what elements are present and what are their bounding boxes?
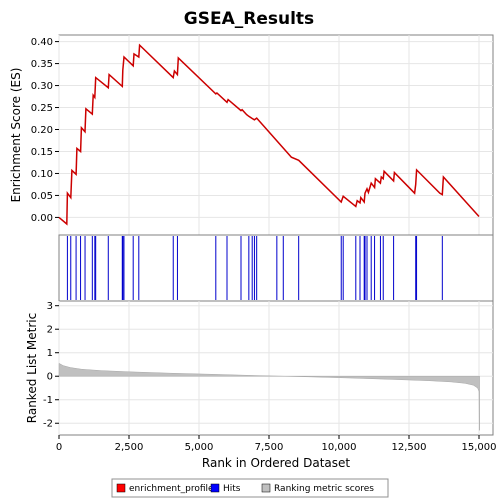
x-tick-label-0: 0: [56, 442, 62, 453]
enrichment-y-axis-label: Enrichment Score (ES): [9, 68, 23, 203]
x-tick-label-3: 7,500: [255, 442, 284, 453]
metric-y-tick-label-1: -1: [43, 395, 53, 406]
enrichment-y-ticks: 0.00 0.05 0.10 0.15 0.20 0.25 0.30 0.35 0.40: [31, 37, 59, 224]
legend-items: enrichment_profile Hits Ranking metric sco…: [116, 483, 374, 494]
metric-gridlines: [58, 301, 493, 435]
enrichment-y-tick-label-3: 0.15: [31, 147, 53, 158]
legend-swatch-2: [261, 483, 271, 493]
metric-y-tick-label-3: 1: [47, 348, 53, 359]
enrichment-y-tick-label-4: 0.20: [31, 125, 53, 136]
metric-y-axis-label: Ranked List Metric: [25, 313, 39, 423]
x-tick-label-1: 2,500: [115, 442, 144, 453]
metric-y-tick-label-4: 2: [47, 325, 53, 336]
ranking-metric-area: [58, 362, 480, 431]
metric-y-tick-label-0: -2: [43, 419, 53, 430]
enrichment-plot-area: [58, 34, 494, 236]
metric-y-ticks: -2 -1 0 1 2 3: [43, 301, 59, 430]
x-tick-label-4: 10,000: [322, 442, 357, 453]
x-tick-label-6: 15,000: [462, 442, 497, 453]
legend-label-0: enrichment_profile: [129, 484, 214, 494]
chart-title: GSEA_Results: [184, 9, 314, 29]
enrichment-y-tick-label-5: 0.25: [31, 103, 53, 114]
x-axis-ticks: 0 2,500 5,000 7,500 10,000 12,500 15,000: [56, 435, 497, 453]
legend-box: [111, 478, 389, 498]
enrichment-y-tick-label-7: 0.35: [31, 59, 53, 70]
metric-y-tick-label-5: 3: [47, 301, 53, 312]
enrichment-y-tick-label-2: 0.10: [31, 169, 53, 180]
enrichment-score-panel: 0.00 0.05 0.10 0.15 0.20 0.25 0.30 0.35 0.40 Enr…: [9, 34, 494, 236]
metric-plot-area: [58, 300, 494, 436]
legend-swatch-1: [210, 483, 220, 493]
legend-swatch-0: [116, 483, 126, 493]
enrichment-y-tick-label-0: 0.00: [31, 213, 53, 224]
hits-panel: [58, 234, 494, 302]
legend-label-1: Hits: [223, 484, 241, 494]
hit-markers: [66, 236, 443, 300]
x-axis-label: Rank in Ordered Dataset: [202, 456, 350, 470]
enrichment-y-tick-label-6: 0.30: [31, 81, 53, 92]
enrichment-profile-line: [58, 43, 480, 226]
metric-y-tick-label-2: 0: [47, 372, 53, 383]
enrichment-y-tick-label-8: 0.40: [31, 37, 53, 48]
legend: enrichment_profile Hits Ranking metric sco…: [111, 478, 389, 498]
enrichment-y-tick-label-1: 0.05: [31, 191, 53, 202]
x-tick-label-2: 5,000: [185, 442, 214, 453]
legend-label-2: Ranking metric scores: [274, 484, 374, 494]
x-tick-label-5: 12,500: [392, 442, 427, 453]
ranked-metric-panel: -2 -1 0 1 2 3 Ranked List Metric: [25, 300, 494, 436]
